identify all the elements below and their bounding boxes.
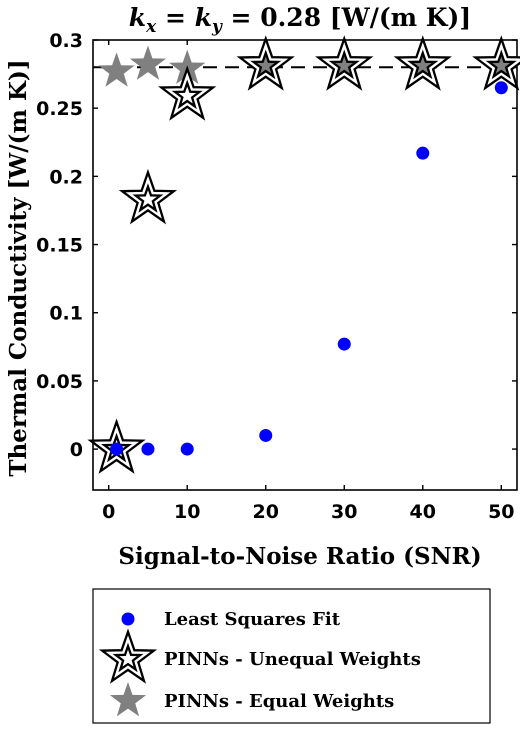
y-tick-label: 0 <box>70 439 83 461</box>
least-squares-fit-point <box>141 442 155 456</box>
x-tick-label: 10 <box>174 501 200 523</box>
x-tick-label: 40 <box>410 501 436 523</box>
legend-marker-star <box>109 682 147 717</box>
least-squares-fit-point <box>416 146 430 160</box>
y-tick-label: 0.1 <box>49 303 83 325</box>
x-tick-label: 20 <box>253 501 279 523</box>
y-tick-label: 0.15 <box>36 235 83 257</box>
y-tick-label: 0.2 <box>49 166 83 188</box>
legend-markers <box>98 612 158 717</box>
pinns-equal-weights-point <box>98 52 135 87</box>
pinns-unequal-weights-point-inner <box>478 42 520 86</box>
pinns-unequal-weights-point-inner <box>243 42 289 86</box>
least-squares-fit-point <box>110 442 124 456</box>
pinns-unequal-weights-point-inner <box>400 42 446 86</box>
least-squares-fit-point <box>180 442 194 456</box>
legend-box <box>92 588 491 724</box>
pinns-equal-weights-point <box>404 46 441 82</box>
least-squares-fit-point <box>337 337 351 351</box>
x-tick-label: 50 <box>488 501 514 523</box>
legend-marker-circle <box>121 612 135 626</box>
chart-title: kx = ky = 0.28 [W/(m K)] <box>129 3 471 37</box>
y-tick-label: 0.25 <box>36 98 83 120</box>
pinns-equal-weights-point <box>483 46 520 82</box>
y-tick-label: 0.05 <box>36 371 83 393</box>
y-tick-label: 0.3 <box>49 30 83 52</box>
pinns-unequal-weights-point-inner <box>164 72 210 116</box>
x-tick-label: 30 <box>331 501 357 523</box>
pinns-unequal-weights-point-inner <box>94 425 140 469</box>
pinns-unequal-weights-point-inner <box>125 175 171 219</box>
x-axis-label: Signal-to-Noise Ratio (SNR) <box>118 543 481 570</box>
least-squares-fit-point <box>259 428 273 442</box>
pinns-equal-weights-point <box>247 46 284 82</box>
pinns-unequal-weights-point-inner <box>321 42 367 86</box>
plot-area: 0 10 20 30 40 50 0 0.05 0.1 0.15 0.2 0.25 0.3 <box>36 30 520 523</box>
legend-label-pinns-unequal: PINNs - Unequal Weights <box>164 649 421 670</box>
pinns-equal-weights-point <box>129 45 167 80</box>
legend: Least Squares Fit PINNs - Unequal Weight… <box>92 588 491 724</box>
pinns-equal-weights-point <box>326 46 363 82</box>
x-tick-label: 0 <box>102 501 115 523</box>
legend-label-pinns-equal: PINNs - Equal Weights <box>164 691 394 712</box>
legend-label-least-squares: Least Squares Fit <box>164 609 341 630</box>
plot-frame <box>92 39 518 491</box>
y-axis-label: Thermal Conductivity [W/(m K)] <box>5 59 32 476</box>
least-squares-fit-point <box>494 81 508 95</box>
legend-marker-star-outline-inner <box>105 635 151 679</box>
